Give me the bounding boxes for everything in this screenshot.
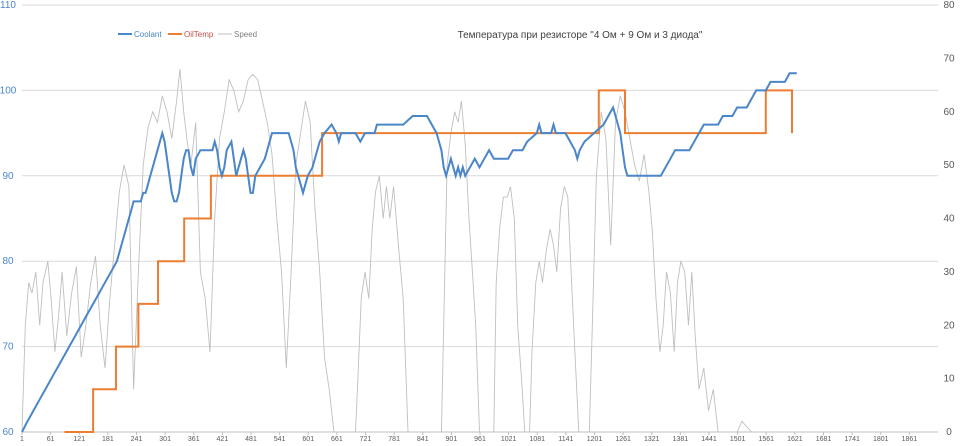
- x-tick-label: 1681: [816, 436, 832, 443]
- legend-label-oiltemp: OilTemp: [184, 30, 214, 39]
- x-tick-label: 121: [73, 436, 85, 443]
- gridlines: [22, 4, 938, 433]
- x-tick-label: 961: [474, 436, 486, 443]
- x-tick-label: 781: [388, 436, 400, 443]
- x-tick-label: 421: [217, 436, 229, 443]
- y-right-tick-label: 20: [943, 320, 955, 331]
- series-line-coolant: [21, 72, 797, 433]
- x-tick-label: 1321: [644, 436, 660, 443]
- x-tick-label: 301: [159, 436, 171, 443]
- x-tick-label: 1561: [758, 436, 774, 443]
- chart-title: Температура при резисторе "4 Ом + 9 Ом и…: [458, 30, 703, 41]
- x-tick-label: 1441: [701, 436, 717, 443]
- y-right-tick-label: 70: [943, 53, 955, 64]
- x-tick-label: 601: [302, 436, 314, 443]
- x-axis: 1 61 121 181 241 301 361 421 481 541 601 661 721 781 8…: [20, 431, 938, 443]
- y-right-tick-label: 30: [943, 267, 955, 278]
- x-tick-label: 841: [417, 436, 429, 443]
- x-tick-label: 1741: [844, 436, 860, 443]
- series-line-oiltemp: [64, 89, 793, 433]
- x-tick-label: 541: [274, 436, 286, 443]
- y-axis-left: 60 70 80 90 100 110: [0, 0, 17, 438]
- y-left-tick-label: 60: [2, 427, 14, 438]
- x-tick-label: 1801: [873, 436, 889, 443]
- x-tick-label: 481: [245, 436, 257, 443]
- y-right-tick-label: 50: [943, 160, 955, 171]
- legend-label-speed: Speed: [234, 30, 257, 39]
- y-left-tick-label: 100: [0, 85, 17, 96]
- x-tick-label: 1021: [501, 436, 517, 443]
- plot-area: [21, 69, 804, 433]
- x-tick-label: 181: [102, 436, 114, 443]
- x-tick-label: 61: [47, 436, 55, 443]
- x-tick-label: 721: [360, 436, 372, 443]
- y-left-tick-label: 70: [2, 342, 14, 353]
- x-tick-label: 1: [20, 436, 24, 443]
- x-tick-label: 1081: [529, 436, 545, 443]
- x-tick-label: 1861: [902, 436, 918, 443]
- y-right-tick-label: 10: [943, 374, 955, 385]
- series-line-speed: [21, 69, 804, 433]
- x-tick-label: 1621: [787, 436, 803, 443]
- y-axis-right: 0 10 20 30 40 50 60 70 80: [943, 0, 955, 438]
- x-tick-label: 1141: [558, 436, 573, 443]
- y-left-tick-label: 110: [0, 0, 16, 11]
- y-right-tick-label: 0: [946, 427, 952, 438]
- y-right-tick-label: 80: [943, 0, 955, 11]
- y-right-tick-label: 40: [943, 214, 955, 225]
- y-right-tick-label: 60: [943, 107, 955, 118]
- x-tick-label: 361: [188, 436, 200, 443]
- y-left-tick-label: 90: [2, 171, 14, 182]
- x-tick-label: 1261: [615, 436, 631, 443]
- x-tick-label: 1381: [673, 436, 689, 443]
- legend: Coolant OilTemp Speed: [118, 30, 257, 39]
- legend-label-coolant: Coolant: [134, 30, 162, 39]
- x-tick-label: 661: [331, 436, 343, 443]
- x-tick-label: 1501: [730, 436, 746, 443]
- x-tick-label: 901: [446, 436, 458, 443]
- y-left-tick-label: 80: [2, 256, 14, 267]
- x-tick-label: 241: [131, 436, 143, 443]
- x-tick-label: 1201: [587, 436, 603, 443]
